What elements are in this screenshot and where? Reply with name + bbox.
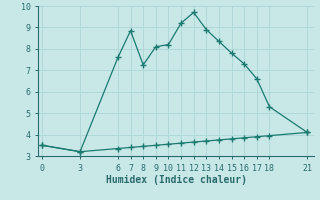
X-axis label: Humidex (Indice chaleur): Humidex (Indice chaleur) xyxy=(106,175,246,185)
